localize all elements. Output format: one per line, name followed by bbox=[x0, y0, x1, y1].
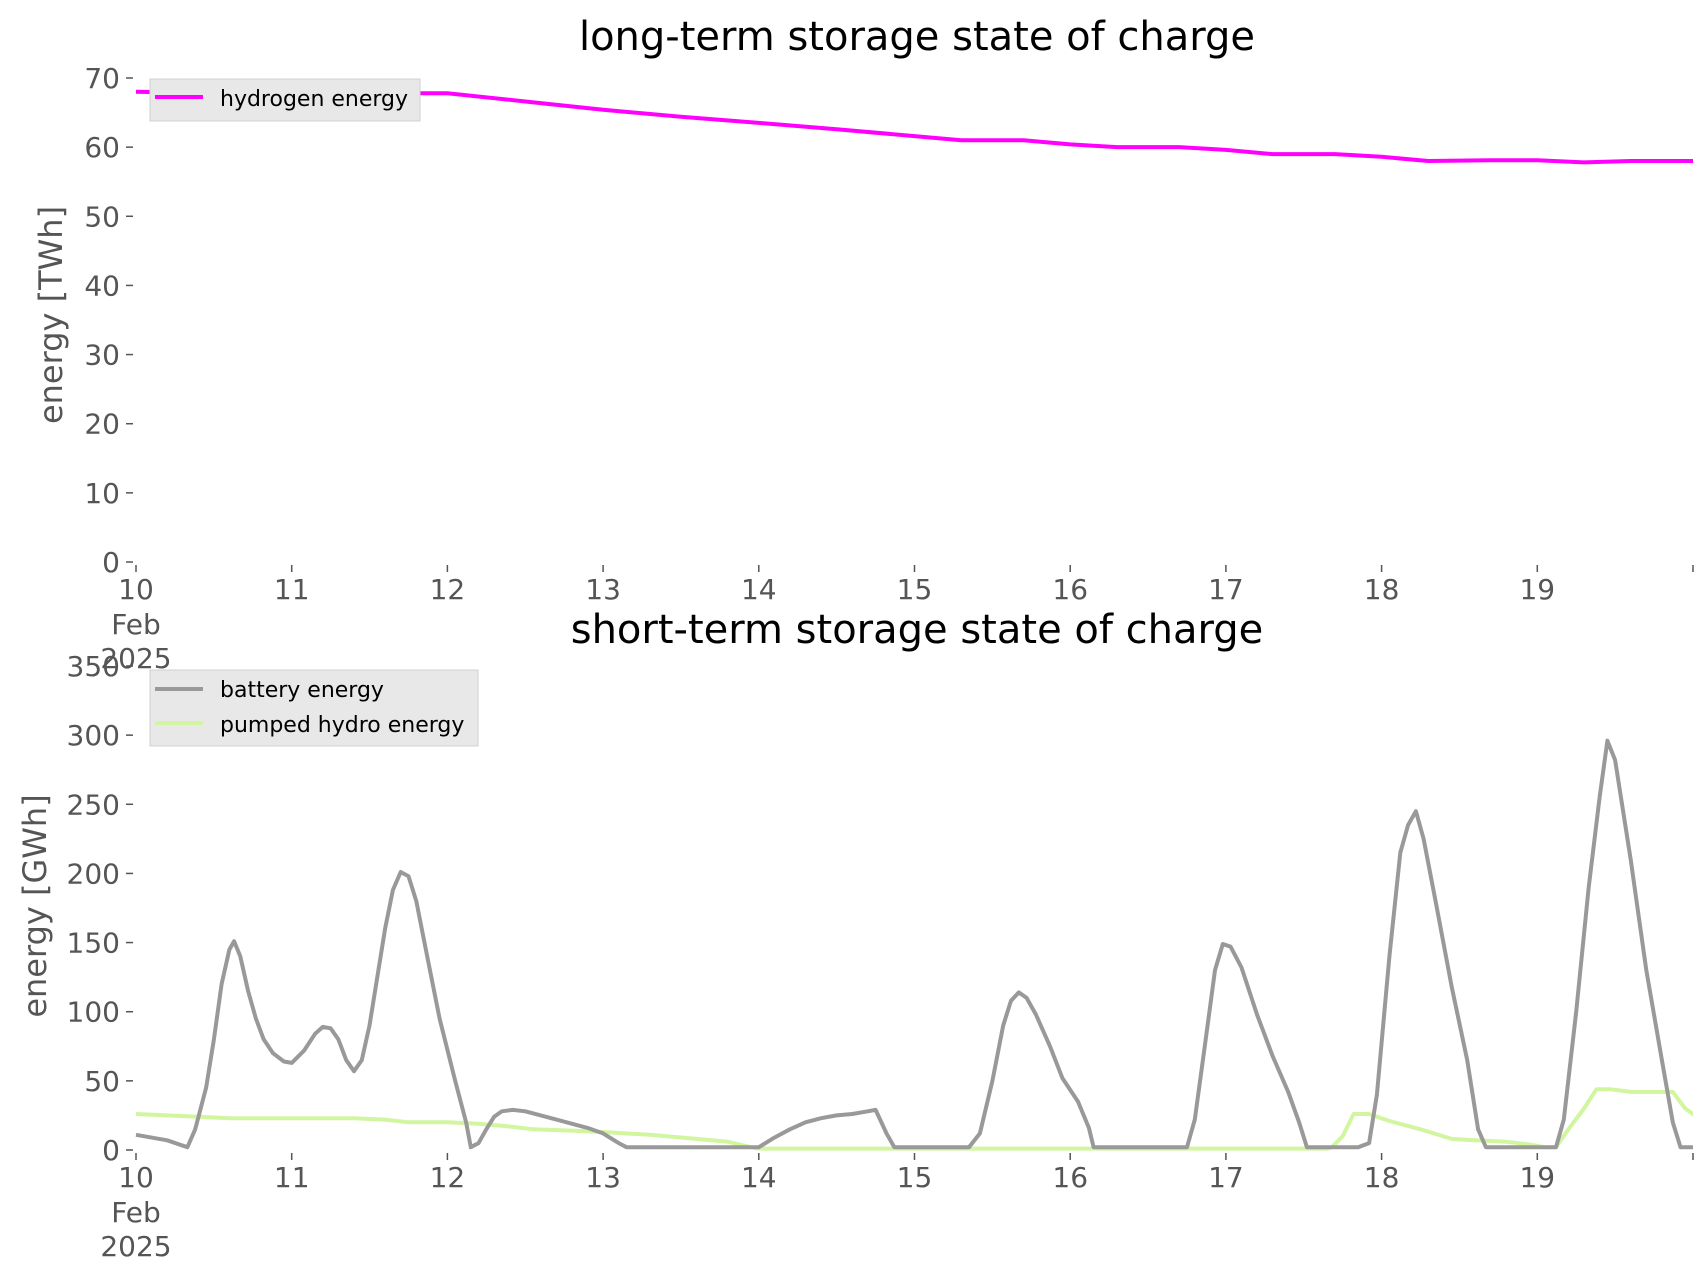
series-line-hydrogen-energy bbox=[135, 89, 1693, 165]
x-tick-sublabel: Feb bbox=[111, 608, 161, 641]
x-tick-label: 13 bbox=[585, 1161, 621, 1194]
x-tick-label: 18 bbox=[1364, 573, 1400, 606]
x-tick-label: 16 bbox=[1052, 573, 1088, 606]
legend-label-hydrogen: hydrogen energy bbox=[220, 87, 408, 112]
legend-label-pumped-hydro: pumped hydro energy bbox=[220, 713, 464, 738]
x-tick-label: 12 bbox=[430, 573, 466, 606]
chart-title: short-term storage state of charge bbox=[571, 607, 1264, 653]
y-axis-ticks: 0 50 100 150 200 250 300 350 bbox=[67, 650, 133, 1167]
y-tick-label: 50 bbox=[84, 1065, 120, 1098]
y-tick-label: 150 bbox=[67, 927, 120, 960]
y-tick-label: 200 bbox=[67, 857, 120, 890]
x-tick-label: 15 bbox=[897, 1161, 933, 1194]
y-tick-label: 70 bbox=[84, 62, 120, 95]
short-term-chart: short-term storage state of charge energ… bbox=[16, 607, 1694, 1263]
y-axis-ticks: 0 10 20 30 40 50 60 70 bbox=[84, 62, 133, 579]
legend-box bbox=[149, 669, 479, 747]
y-axis-label: energy [GWh] bbox=[16, 794, 54, 1017]
series-line-pumped-hydro-energy bbox=[135, 1087, 1693, 1151]
x-tick-label: 10 bbox=[118, 573, 154, 606]
x-tick-label: 14 bbox=[741, 1161, 777, 1194]
y-tick-label: 10 bbox=[84, 477, 120, 510]
x-tick-label: 10 bbox=[118, 1161, 154, 1194]
y-tick-label: 250 bbox=[67, 788, 120, 821]
legend-label-battery: battery energy bbox=[220, 678, 384, 703]
series-lines bbox=[135, 738, 1693, 1151]
y-tick-label: 0 bbox=[102, 546, 120, 579]
chart-title: long-term storage state of charge bbox=[579, 14, 1255, 60]
legend-box bbox=[149, 78, 421, 122]
y-tick-label: 50 bbox=[84, 200, 120, 233]
x-tick-label: 12 bbox=[430, 1161, 466, 1194]
y-tick-label: 20 bbox=[84, 408, 120, 441]
legend: battery energy pumped hydro energy bbox=[149, 669, 479, 747]
x-tick-label: 16 bbox=[1052, 1161, 1088, 1194]
x-tick-label: 19 bbox=[1519, 1161, 1555, 1194]
x-tick-label: 15 bbox=[897, 573, 933, 606]
y-tick-label: 60 bbox=[84, 131, 120, 164]
y-tick-label: 0 bbox=[102, 1134, 120, 1167]
x-tick-label: 17 bbox=[1208, 573, 1244, 606]
x-tick-label: 19 bbox=[1519, 573, 1555, 606]
y-tick-label: 100 bbox=[67, 996, 120, 1029]
x-tick-label: 11 bbox=[274, 1161, 310, 1194]
y-tick-label: 350 bbox=[67, 650, 120, 683]
series-lines bbox=[135, 89, 1693, 165]
y-axis-label: energy [TWh] bbox=[32, 206, 70, 424]
x-tick-label: 17 bbox=[1208, 1161, 1244, 1194]
x-tick-sublabel: 2025 bbox=[100, 1230, 171, 1263]
x-tick-label: 11 bbox=[274, 573, 310, 606]
x-tick-label: 13 bbox=[585, 573, 621, 606]
x-tick-sublabel: Feb bbox=[111, 1196, 161, 1229]
long-term-chart: long-term storage state of charge energy… bbox=[32, 14, 1694, 675]
x-tick-label: 14 bbox=[741, 573, 777, 606]
y-tick-label: 40 bbox=[84, 269, 120, 302]
x-tick-label: 18 bbox=[1364, 1161, 1400, 1194]
legend: hydrogen energy bbox=[149, 78, 421, 122]
y-tick-label: 30 bbox=[84, 339, 120, 372]
y-tick-label: 300 bbox=[67, 719, 120, 752]
series-line-battery-energy bbox=[135, 738, 1693, 1150]
